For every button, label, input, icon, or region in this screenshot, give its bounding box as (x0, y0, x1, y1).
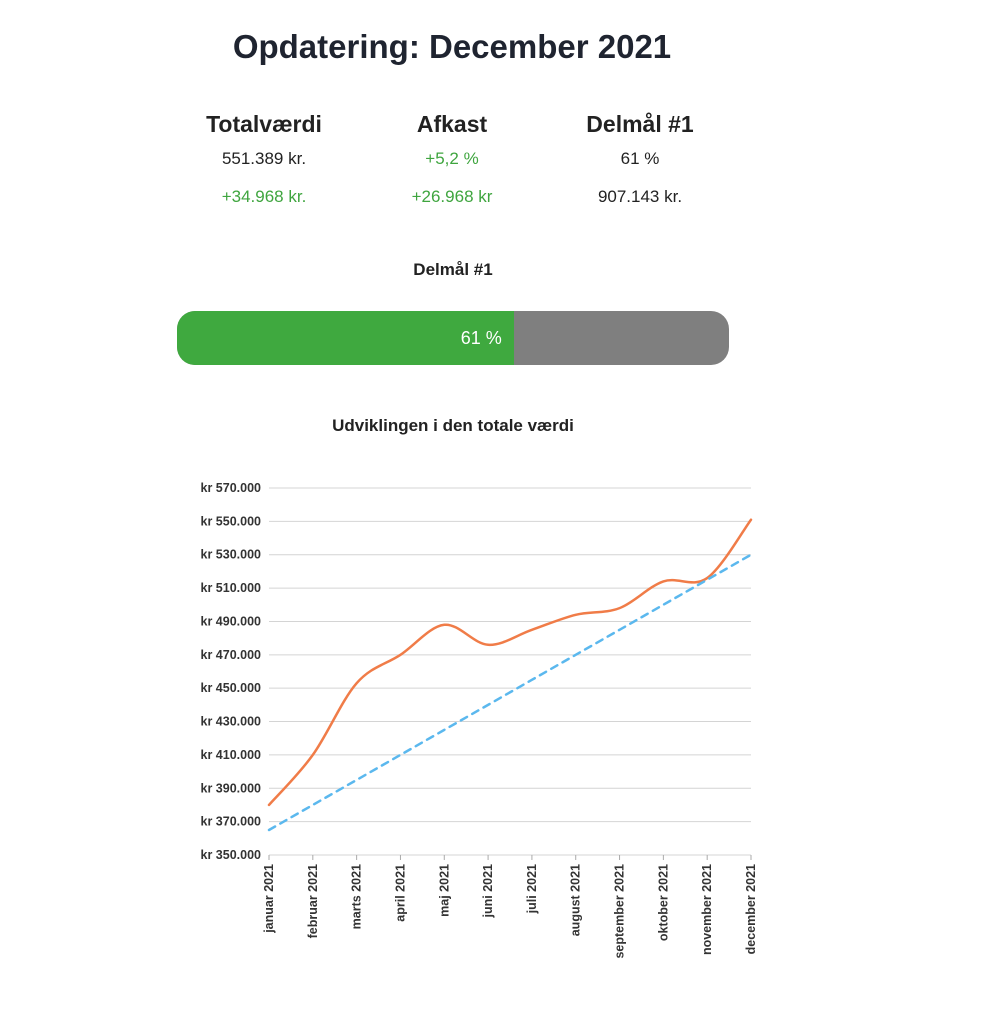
x-tick-label: januar 2021 (262, 864, 276, 934)
goal-progress-text: 61 % (460, 328, 502, 348)
x-tick-label: marts 2021 (350, 864, 364, 929)
x-tick-label: juli 2021 (525, 864, 539, 914)
x-tick-label: oktober 2021 (656, 864, 670, 941)
y-tick-label: kr 410.000 (201, 748, 262, 762)
trend-line (267, 553, 753, 832)
stat-return: Afkast +5,2 % +26.968 kr (358, 108, 546, 216)
goal-label: Delmål #1 (413, 260, 493, 279)
stat-target: 907.143 kr. (597, 187, 683, 206)
y-tick-label: kr 570.000 (201, 481, 262, 495)
stat-total-value: Totalværdi 551.389 kr. +34.968 kr. (170, 108, 358, 216)
x-tick-label: juni 2021 (481, 864, 495, 919)
page-title: Opdatering: December 2021 (232, 28, 672, 65)
stat-heading: Totalværdi (206, 111, 322, 137)
stat-heading: Afkast (416, 111, 488, 137)
y-tick-label: kr 550.000 (201, 514, 262, 528)
y-tick-label: kr 430.000 (201, 715, 262, 729)
chart-title: Udviklingen i den totale værdi (332, 416, 574, 435)
y-tick-label: kr 350.000 (201, 848, 262, 862)
stat-heading: Delmål #1 (586, 111, 694, 137)
goal-progress-bar: 61 % (177, 311, 729, 365)
x-tick-label: august 2021 (569, 864, 583, 936)
y-tick-label: kr 510.000 (201, 581, 262, 595)
y-tick-label: kr 390.000 (201, 781, 262, 795)
stat-change: +34.968 kr. (221, 187, 307, 206)
stats-summary: Totalværdi 551.389 kr. +34.968 kr. Afkas… (170, 108, 735, 216)
x-tick-label: september 2021 (613, 864, 627, 959)
value-line (267, 518, 753, 807)
x-tick-label: november 2021 (700, 864, 714, 955)
y-tick-label: kr 530.000 (201, 548, 262, 562)
stat-value: 551.389 kr. (221, 149, 307, 168)
x-tick-label: maj 2021 (437, 864, 451, 917)
value-line-chart: kr 350.000 kr 370.000 kr 390.000 kr 410.000… (201, 481, 758, 959)
x-tick-label: februar 2021 (306, 864, 320, 938)
y-tick-label: kr 370.000 (201, 815, 262, 829)
stat-value: 61 % (620, 149, 660, 168)
stat-goal: Delmål #1 61 % 907.143 kr. (546, 108, 734, 216)
stat-value: +5,2 % (425, 149, 479, 168)
x-tick-label: december 2021 (744, 864, 758, 954)
x-tick-label: april 2021 (393, 864, 407, 922)
stat-change: +26.968 kr (411, 187, 493, 206)
y-tick-label: kr 490.000 (201, 614, 262, 628)
y-tick-label: kr 470.000 (201, 648, 262, 662)
goal-progress-fill: 61 % (177, 311, 514, 365)
y-tick-label: kr 450.000 (201, 681, 262, 695)
